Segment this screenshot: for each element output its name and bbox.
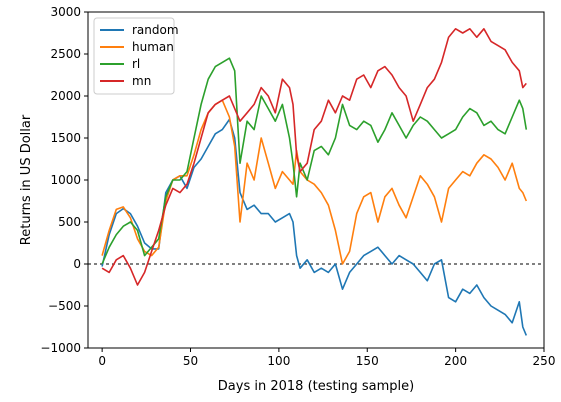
- legend-label-mn: mn: [132, 74, 151, 88]
- plot-area: [88, 27, 544, 336]
- y-tick-label: 2000: [50, 89, 81, 103]
- x-tick-label: 250: [533, 354, 556, 368]
- legend-label-random: random: [132, 23, 179, 37]
- series-line-human: [101, 99, 528, 265]
- x-tick-label: 150: [356, 354, 379, 368]
- legend: random human rl mn: [93, 17, 179, 95]
- x-axis-label: Days in 2018 (testing sample): [218, 379, 414, 394]
- y-tick-label: 500: [58, 215, 81, 229]
- x-tick-label: 0: [98, 354, 106, 368]
- series-line-rl: [101, 57, 528, 265]
- legend-label-rl: rl: [132, 57, 140, 71]
- legend-label-human: human: [132, 40, 174, 54]
- y-tick-label: −1000: [40, 341, 81, 355]
- y-tick-label: 0: [73, 257, 81, 271]
- y-tick-label: 2500: [50, 47, 81, 61]
- y-tick-label: −500: [48, 299, 81, 313]
- series-line-mn: [101, 27, 527, 286]
- y-axis-label: Returns in US Dollar: [19, 114, 34, 245]
- y-tick-label: 1000: [50, 173, 81, 187]
- axes: 0 50 100 150 200 250 −1000 −500 0 500 1000 1500 2000…: [40, 5, 555, 368]
- legend-box: [93, 17, 175, 95]
- y-tick-label: 1500: [50, 131, 81, 145]
- x-tick-label: 100: [267, 354, 290, 368]
- x-tick-label: 200: [444, 354, 467, 368]
- x-tick-label: 50: [183, 354, 198, 368]
- y-tick-label: 3000: [50, 5, 81, 19]
